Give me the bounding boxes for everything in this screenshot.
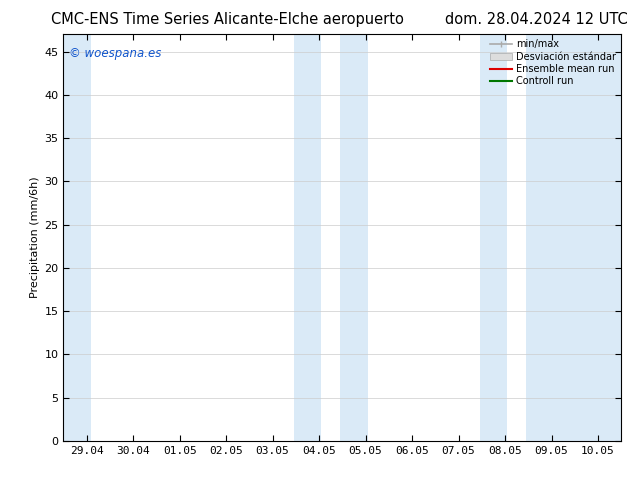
Bar — [479, 34, 507, 441]
Y-axis label: Precipitation (mm/6h): Precipitation (mm/6h) — [30, 177, 40, 298]
Bar — [340, 34, 368, 441]
Bar — [63, 34, 91, 441]
Text: dom. 28.04.2024 12 UTC: dom. 28.04.2024 12 UTC — [445, 12, 628, 27]
Text: © woespana.es: © woespana.es — [69, 47, 162, 59]
Bar — [526, 34, 621, 441]
Bar — [294, 34, 321, 441]
Text: CMC-ENS Time Series Alicante-Elche aeropuerto: CMC-ENS Time Series Alicante-Elche aerop… — [51, 12, 404, 27]
Legend: min/max, Desviación estándar, Ensemble mean run, Controll run: min/max, Desviación estándar, Ensemble m… — [488, 37, 618, 88]
